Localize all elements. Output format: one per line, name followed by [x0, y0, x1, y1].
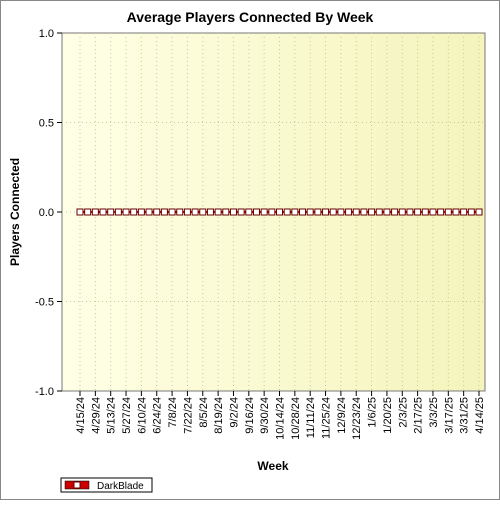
data-point: [107, 208, 115, 216]
x-tick-label: 11/25/24: [321, 397, 333, 439]
data-point: [122, 208, 130, 216]
data-point: [222, 208, 230, 216]
x-tick-label: 4/15/24: [75, 397, 87, 434]
data-point: [421, 208, 429, 216]
data-point: [260, 208, 268, 216]
x-tick-label: 12/9/24: [336, 397, 348, 434]
axes: 1.0 0.5 0.0 -0.5 -1.0 4/15/24 4/29/24 5/13/24 5/…: [35, 28, 486, 440]
x-tick-label: 2/17/25: [413, 397, 425, 434]
data-point: [84, 208, 92, 216]
data-point: [475, 208, 483, 216]
data-point: [168, 208, 176, 216]
x-tick-label: 9/30/24: [259, 397, 271, 434]
legend: DarkBlade: [60, 477, 153, 493]
data-point: [114, 208, 122, 216]
data-point: [329, 208, 337, 216]
data-point: [467, 208, 475, 216]
chart-title: Average Players Connected By Week: [127, 9, 374, 25]
data-point: [176, 208, 184, 216]
x-tick-label: 3/31/25: [459, 397, 471, 434]
data-point: [276, 208, 283, 216]
series-layer: [76, 208, 483, 216]
x-tick-label: 4/29/24: [90, 397, 102, 434]
data-point: [452, 208, 460, 216]
data-point: [229, 208, 237, 216]
x-tick-label: 7/22/24: [182, 397, 194, 434]
data-point: [345, 208, 353, 216]
x-tick-label: 3/17/25: [443, 397, 455, 434]
data-point: [391, 208, 399, 216]
x-tick-label: 12/23/24: [351, 397, 363, 440]
data-point: [145, 208, 153, 216]
data-point: [183, 208, 191, 216]
x-tick-label: 3/3/25: [428, 397, 440, 428]
x-tick-label: 9/2/24: [228, 397, 240, 428]
y-tick-label: 0.0: [39, 207, 54, 219]
data-point: [337, 208, 345, 216]
x-tick-label: 5/27/24: [121, 397, 133, 434]
data-point: [406, 208, 414, 216]
x-tick-label: 11/11/24: [305, 397, 317, 438]
data-point: [291, 208, 299, 216]
data-point: [429, 208, 437, 216]
data-point: [437, 208, 445, 216]
data-point: [199, 208, 207, 216]
data-point: [160, 208, 168, 216]
x-tick-label: 6/10/24: [136, 397, 148, 434]
data-point: [191, 208, 199, 216]
x-tick-label: 7/8/24: [167, 397, 179, 428]
x-tick-label: 4/14/25: [474, 397, 486, 434]
x-tick-label: 10/14/24: [275, 397, 287, 440]
x-tick-label: 1/20/25: [382, 397, 394, 434]
data-point: [383, 208, 391, 216]
x-tick-label: 9/16/24: [244, 397, 256, 434]
x-tick-label: 10/28/24: [290, 397, 302, 440]
data-point: [245, 208, 253, 216]
data-point: [237, 208, 245, 216]
data-point: [314, 208, 322, 216]
data-point: [460, 208, 468, 216]
data-point: [414, 208, 422, 216]
x-tick-label: 1/6/25: [367, 397, 379, 428]
data-point: [375, 208, 383, 216]
x-tick-label: 8/19/24: [213, 397, 225, 434]
y-tick-label: 0.5: [39, 118, 54, 130]
data-point: [283, 208, 291, 216]
data-point: [368, 208, 376, 216]
data-point: [206, 208, 214, 216]
data-point: [306, 208, 314, 216]
data-point: [268, 208, 276, 216]
data-point: [398, 208, 406, 216]
x-tick-label: 2/3/25: [397, 397, 409, 428]
y-tick-label: 1.0: [39, 28, 54, 40]
data-point: [322, 208, 330, 216]
data-point: [153, 208, 161, 216]
legend-marker: [73, 481, 81, 489]
data-point: [252, 208, 260, 216]
y-tick-label: -1.0: [35, 386, 54, 398]
x-axis-label: Week: [257, 459, 288, 473]
x-tick-label: 5/13/24: [106, 397, 118, 434]
data-point: [360, 208, 368, 216]
data-point: [299, 208, 307, 216]
data-point: [99, 208, 107, 216]
data-point: [214, 208, 222, 216]
data-point: [137, 208, 145, 216]
data-point: [130, 208, 138, 216]
y-tick-label: -0.5: [35, 297, 54, 309]
legend-label: DarkBlade: [97, 481, 144, 492]
data-point: [91, 208, 99, 216]
data-point: [444, 208, 452, 216]
data-point: [76, 208, 84, 216]
x-tick-label: 6/24/24: [152, 397, 164, 434]
x-tick-label: 8/5/24: [198, 397, 210, 428]
y-axis-label: Players Connected: [8, 158, 22, 266]
data-point: [352, 208, 360, 216]
